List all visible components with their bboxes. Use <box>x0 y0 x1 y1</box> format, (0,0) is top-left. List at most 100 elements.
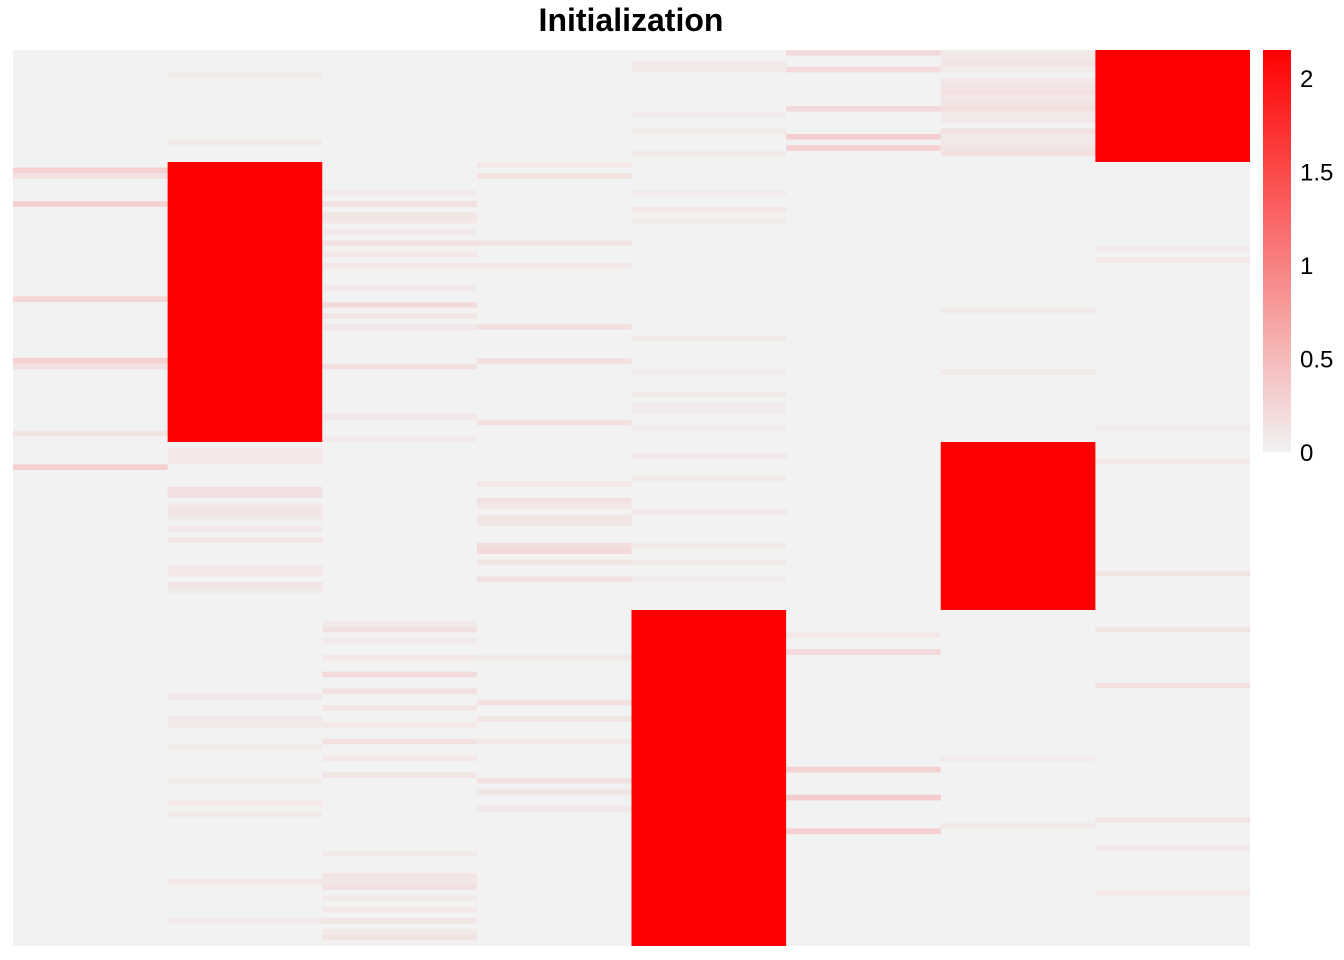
heatmap-cell <box>167 587 323 594</box>
heatmap-cell <box>631 559 787 566</box>
heatmap-cell <box>167 570 323 577</box>
heatmap-cell <box>322 755 477 762</box>
colorbar-tick-label: 2 <box>1300 66 1313 93</box>
heatmap-cell <box>167 458 323 465</box>
heatmap-cell <box>940 369 1096 375</box>
heatmap-cell <box>322 884 477 890</box>
heatmap-cell <box>631 150 787 157</box>
heatmap-cell <box>322 240 477 246</box>
heatmap-cell <box>476 173 632 179</box>
heatmap-cell <box>167 694 323 700</box>
heatmap-cell <box>631 391 787 398</box>
heatmap-cell <box>1095 425 1251 431</box>
heatmap-cell <box>167 565 323 571</box>
heatmap-cell <box>322 895 477 902</box>
heatmap-cell <box>167 722 323 728</box>
heatmap-cell <box>476 514 632 521</box>
heatmap-cell <box>167 486 323 493</box>
heatmap-cell <box>322 934 477 941</box>
heatmap-cell <box>167 778 323 784</box>
heatmap-cell <box>476 419 632 426</box>
heatmap-cell <box>322 262 477 269</box>
heatmap-cell <box>322 313 477 319</box>
heatmap-cell <box>322 705 477 711</box>
heatmap-cell <box>631 218 787 224</box>
heatmap-cell <box>940 89 1096 95</box>
heatmap-cell <box>1095 257 1251 263</box>
heatmap-cell <box>940 117 1096 123</box>
heatmap-cell <box>786 649 941 655</box>
heatmap-cell <box>322 190 477 196</box>
heatmap-cell <box>631 206 787 213</box>
colorbar-ticks: 2 1.5 1 0.5 0 <box>1300 66 1333 467</box>
heatmap-block <box>1095 50 1251 162</box>
heatmap-cell <box>940 78 1096 84</box>
heatmap-cell <box>167 509 323 515</box>
colorbar-tick-label: 1.5 <box>1300 160 1333 187</box>
heatmap-cell <box>1095 845 1251 851</box>
heatmap-cell <box>940 55 1096 62</box>
colorbar-tick-label: 0.5 <box>1300 347 1333 374</box>
heatmap-cell <box>940 134 1096 140</box>
heatmap-cell <box>786 134 941 140</box>
heatmap-cell <box>167 811 323 818</box>
heatmap-cell <box>322 878 477 885</box>
heatmap-cell <box>476 498 632 504</box>
heatmap-cell <box>631 369 787 375</box>
heatmap-cell <box>476 548 632 554</box>
heatmap-cell <box>322 906 477 913</box>
heatmap-block <box>167 162 323 442</box>
heatmap-cell <box>322 688 477 694</box>
heatmap-cell <box>167 447 323 454</box>
heatmap-cell <box>786 66 941 73</box>
heatmap-cell <box>631 402 787 409</box>
heatmap-cell <box>322 929 477 935</box>
heatmap-cell <box>476 520 632 526</box>
heatmap-cell <box>476 559 632 566</box>
heatmap-cell <box>167 800 323 806</box>
heatmap-block <box>631 610 787 946</box>
heatmap-cell <box>322 638 477 644</box>
heatmap-cell <box>631 425 787 431</box>
heatmap-cell <box>1095 458 1251 465</box>
heatmap-cell <box>1095 246 1251 252</box>
heatmap-cell <box>940 822 1096 829</box>
heatmap-cell <box>167 453 323 459</box>
heatmap-cell <box>631 190 787 196</box>
heatmap-cell <box>1095 626 1251 633</box>
heatmap-cell <box>786 794 941 801</box>
heatmap-cell <box>322 772 477 778</box>
heatmap-cell <box>167 139 323 146</box>
heatmap-cell <box>940 307 1096 314</box>
heatmap-cell <box>631 335 787 342</box>
heatmap-cell <box>476 358 632 364</box>
heatmap-cell <box>631 408 787 414</box>
heatmap-cell <box>322 850 477 857</box>
heatmap-cell <box>13 167 168 174</box>
heatmap-cell <box>786 828 941 834</box>
heatmap-cell <box>322 218 477 224</box>
heatmap-cell <box>322 654 477 661</box>
colorbar <box>1263 50 1291 452</box>
heatmap-block <box>940 442 1096 610</box>
heatmap-cell <box>631 61 787 67</box>
heatmap-cell <box>476 262 632 269</box>
heatmap-cell <box>167 878 323 885</box>
heatmap-cell <box>322 873 477 879</box>
heatmap-cell <box>1095 570 1251 577</box>
heatmap-cell <box>940 106 1096 112</box>
heatmap-cell <box>167 582 323 588</box>
heatmap-cell <box>631 509 787 515</box>
chart-title: Initialization <box>538 2 724 38</box>
heatmap-cell <box>786 632 941 638</box>
heatmap-cell <box>786 145 941 151</box>
heatmap-cell <box>322 251 477 258</box>
heatmap-cell <box>476 789 632 795</box>
heatmap-cell <box>940 83 1096 90</box>
heatmap-cell <box>940 139 1096 146</box>
heatmap-cell <box>476 481 632 487</box>
heatmap-cell <box>940 111 1096 118</box>
heatmap-cell <box>476 576 632 582</box>
heatmap-cell <box>322 918 477 924</box>
